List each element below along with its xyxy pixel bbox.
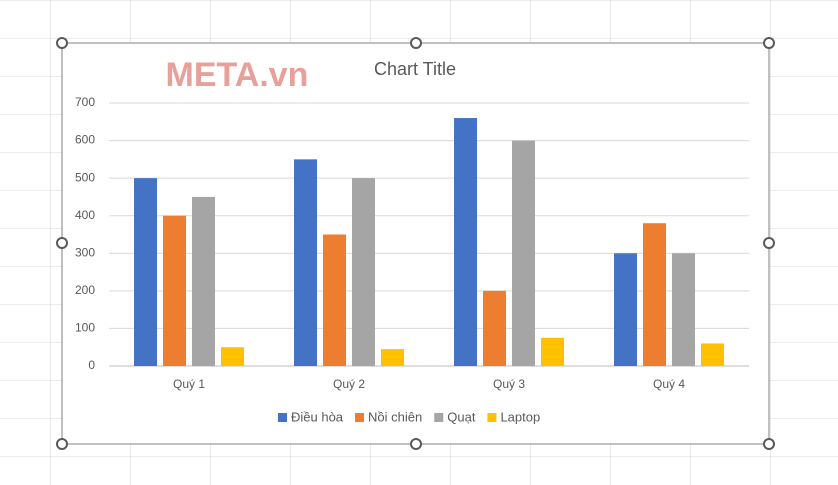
bar [294,159,317,366]
resize-handle[interactable] [763,237,775,249]
watermark: META.vn [166,56,309,94]
resize-handle[interactable] [410,438,422,450]
y-tick-label: 200 [75,283,95,297]
legend-label: Điều hòa [291,409,344,424]
x-tick-label: Quý 3 [493,377,525,391]
y-tick-label: 700 [75,95,95,109]
bar [352,178,375,366]
resize-handle[interactable] [410,37,422,49]
bar [454,118,477,367]
chart-title: Chart Title [374,59,456,79]
x-tick-label: Quý 2 [333,377,365,391]
legend-swatch [278,413,287,422]
legend-label: Nồi chiên [368,409,422,424]
bar [541,337,564,366]
legend-label: Quạt [447,409,476,424]
resize-handle[interactable] [56,237,68,249]
resize-handle[interactable] [763,37,775,49]
legend-swatch [434,413,444,422]
bar [323,234,346,366]
y-tick-label: 600 [75,133,95,147]
legend-swatch [355,413,365,422]
bar [192,196,215,366]
bar [512,140,535,366]
bar [672,253,695,366]
handles [56,37,775,450]
bar [381,349,404,366]
resize-handle[interactable] [56,438,68,450]
y-tick-label: 100 [75,321,95,335]
legend-label: Laptop [500,409,540,424]
resize-handle[interactable] [56,37,68,49]
y-tick-label: 400 [75,208,95,222]
resize-handle[interactable] [763,438,775,450]
legend-swatch [487,413,497,422]
bar [643,223,666,366]
x-tick-label: Quý 4 [653,377,685,391]
y-tick-label: 500 [75,170,95,184]
bar [701,343,724,366]
y-tick-label: 0 [88,358,95,372]
y-tick-label: 300 [75,245,95,259]
x-tick-label: Quý 1 [173,377,205,391]
bar [163,215,186,366]
bar [483,290,506,366]
bar [221,347,244,366]
plot: 0 100 200 300 400 500 600 700 Quý 1 Quý 2 Quý 3 Quý… [75,95,749,424]
bar [134,178,157,366]
bar [614,253,637,366]
